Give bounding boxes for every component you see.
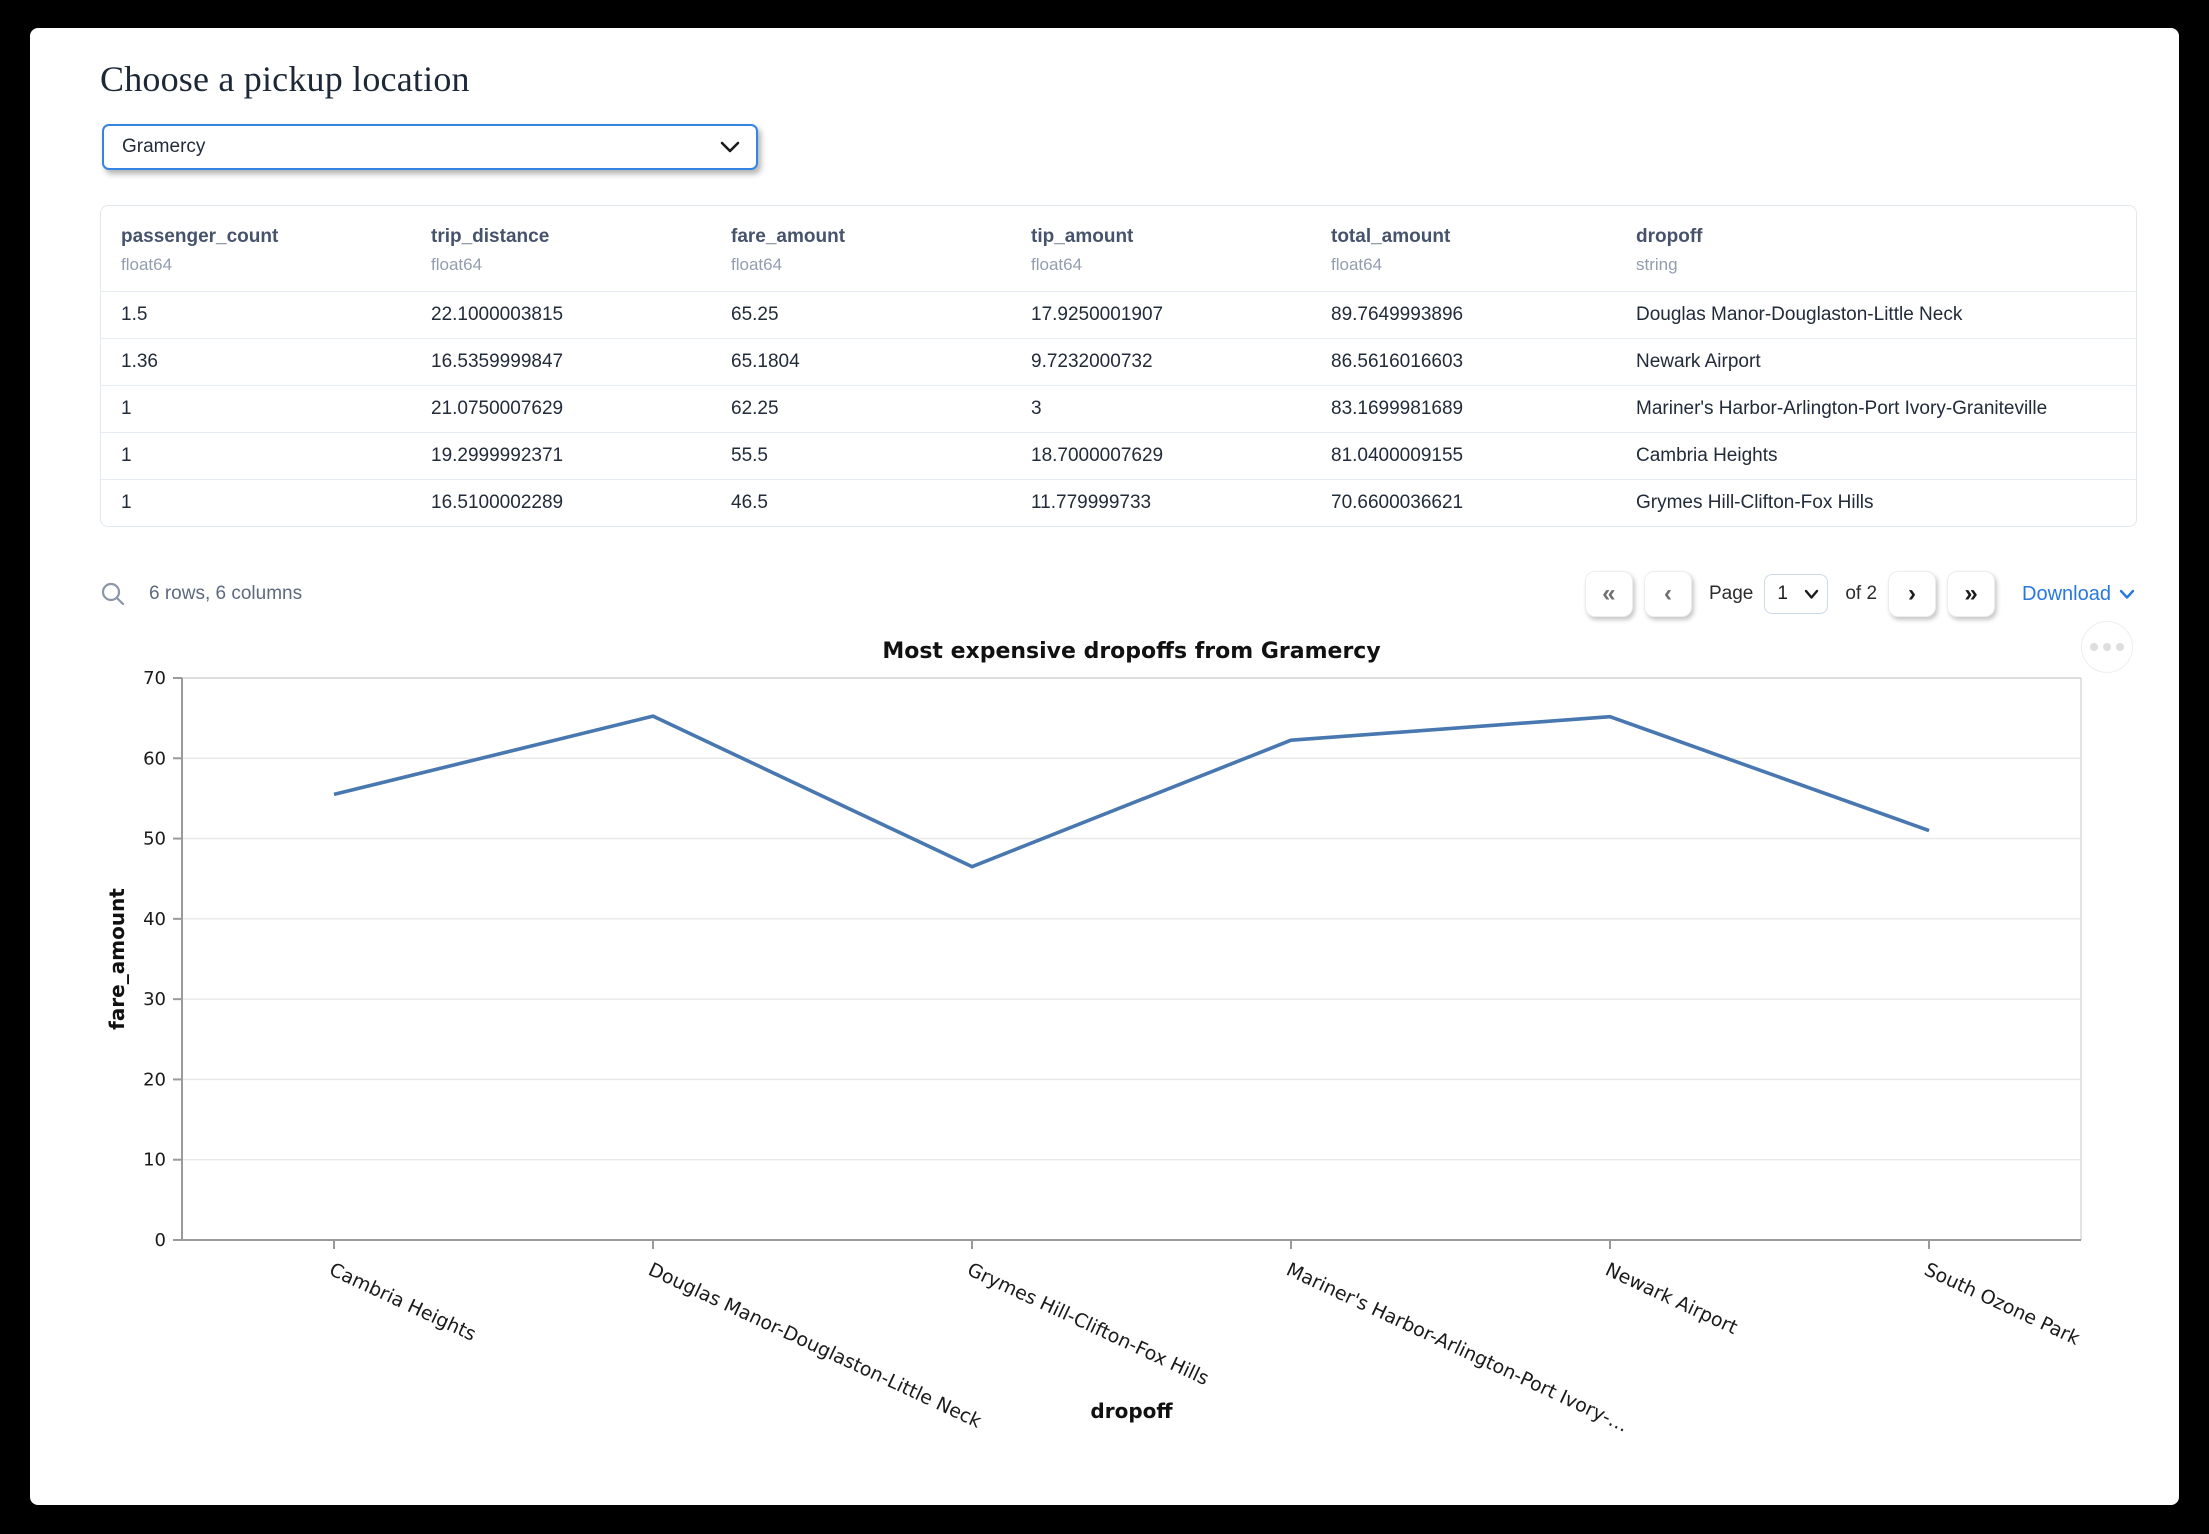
pickup-select-value: Gramercy bbox=[122, 136, 206, 157]
table-row: 1 19.2999992371 55.5 18.7000007629 81.040000… bbox=[101, 433, 2136, 480]
table-cell: 18.7000007629 bbox=[1031, 445, 1164, 466]
svg-text:0: 0 bbox=[155, 1230, 166, 1251]
column-header: fare_amount float64 bbox=[711, 226, 1011, 275]
table-cell: Cambria Heights bbox=[1636, 445, 1778, 466]
table-cell: 65.1804 bbox=[731, 351, 800, 372]
svg-text:fare_amount: fare_amount bbox=[105, 888, 129, 1030]
svg-text:Most expensive dropoffs from G: Most expensive dropoffs from Gramercy bbox=[882, 639, 1380, 664]
pagination: « ‹ Page 1 of 2 › » Download bbox=[1584, 571, 2135, 617]
table-cell: Douglas Manor-Douglaston-Little Neck bbox=[1636, 304, 1963, 325]
svg-text:dropoff: dropoff bbox=[1090, 1399, 1173, 1423]
table-cell: 55.5 bbox=[731, 445, 768, 466]
page-count-label: of 2 bbox=[1845, 583, 1878, 604]
svg-text:30: 30 bbox=[143, 989, 166, 1010]
chevron-down-icon bbox=[720, 140, 740, 154]
table-cell: 11.779999733 bbox=[1031, 492, 1152, 513]
svg-text:50: 50 bbox=[143, 829, 166, 850]
table-cell: Grymes Hill-Clifton-Fox Hills bbox=[1636, 492, 1874, 513]
page-number-select[interactable]: 1 bbox=[1764, 574, 1829, 614]
column-type: float64 bbox=[431, 255, 483, 274]
column-type: float64 bbox=[121, 255, 173, 274]
table-cell: 22.1000003815 bbox=[431, 304, 564, 325]
column-type: string bbox=[1636, 255, 1678, 274]
table-cell: 19.2999992371 bbox=[431, 445, 564, 466]
table-row: 1.5 22.1000003815 65.25 17.9250001907 89.764… bbox=[101, 292, 2136, 339]
last-page-button[interactable]: » bbox=[1947, 571, 1996, 617]
table-cell: Mariner's Harbor-Arlington-Port Ivory-Gr… bbox=[1636, 398, 2048, 419]
data-grid-footer: 6 rows, 6 columns « ‹ Page 1 of 2 › » Do… bbox=[100, 568, 2135, 620]
svg-text:60: 60 bbox=[143, 748, 166, 769]
prev-page-button[interactable]: ‹ bbox=[1643, 571, 1692, 617]
column-name: tip_amount bbox=[1031, 226, 1134, 247]
chevron-down-icon bbox=[1804, 589, 1819, 600]
ellipsis-icon bbox=[2090, 643, 2098, 651]
table-cell: 89.7649993896 bbox=[1331, 304, 1464, 325]
chevron-down-icon bbox=[2119, 589, 2135, 600]
table-cell: 16.5100002289 bbox=[431, 492, 564, 513]
page-title: Choose a pickup location bbox=[100, 59, 470, 99]
table-cell: 62.25 bbox=[731, 398, 779, 419]
svg-text:10: 10 bbox=[143, 1150, 166, 1171]
svg-text:Mariner's Harbor-Arlington-Por: Mariner's Harbor-Arlington-Port Ivory-… bbox=[1283, 1259, 1632, 1437]
table-cell: 86.5616016603 bbox=[1331, 351, 1464, 372]
svg-text:Cambria Heights: Cambria Heights bbox=[326, 1259, 479, 1346]
first-page-button[interactable]: « bbox=[1584, 571, 1633, 617]
table-cell: 1 bbox=[121, 492, 132, 513]
table-cell: 21.0750007629 bbox=[431, 398, 564, 419]
svg-text:South Ozone Park: South Ozone Park bbox=[1921, 1259, 2083, 1350]
table-cell: 65.25 bbox=[731, 304, 779, 325]
table-cell: 1.5 bbox=[121, 304, 148, 325]
column-header: passenger_count float64 bbox=[101, 226, 411, 275]
column-header: dropoff string bbox=[1616, 226, 2136, 275]
table-cell: 46.5 bbox=[731, 492, 768, 513]
app-page: Choose a pickup location Gramercy passen… bbox=[30, 28, 2179, 1505]
table-cell: 16.5359999847 bbox=[431, 351, 564, 372]
table-cell: Newark Airport bbox=[1636, 351, 1761, 372]
svg-text:40: 40 bbox=[143, 909, 166, 930]
column-header: trip_distance float64 bbox=[411, 226, 711, 275]
table-body: 1.5 22.1000003815 65.25 17.9250001907 89.764… bbox=[101, 292, 2136, 526]
table-cell: 9.7232000732 bbox=[1031, 351, 1153, 372]
chart-options-button[interactable] bbox=[2081, 621, 2133, 673]
column-name: trip_distance bbox=[431, 226, 550, 247]
table-cell: 1.36 bbox=[121, 351, 158, 372]
pickup-location-select[interactable]: Gramercy bbox=[102, 124, 758, 170]
svg-text:Douglas Manor-Douglaston-Littl: Douglas Manor-Douglaston-Little Neck bbox=[645, 1259, 985, 1433]
column-name: fare_amount bbox=[731, 226, 846, 247]
table-row: 1 16.5100002289 46.5 11.779999733 70.6600036… bbox=[101, 480, 2136, 526]
next-page-button[interactable]: › bbox=[1888, 571, 1937, 617]
svg-text:20: 20 bbox=[143, 1069, 166, 1090]
column-type: float64 bbox=[1331, 255, 1383, 274]
table-row: 1.36 16.5359999847 65.1804 9.7232000732 86.5… bbox=[101, 339, 2136, 386]
table-cell: 81.0400009155 bbox=[1331, 445, 1464, 466]
search-icon[interactable] bbox=[100, 581, 127, 608]
fare-line-chart: 0 10 20 30 40 50 60 70 Cambria Heights Douglas Ma… bbox=[105, 639, 2083, 1437]
download-menu[interactable]: Download bbox=[2022, 583, 2135, 606]
column-name: dropoff bbox=[1636, 226, 1703, 247]
table-cell: 17.9250001907 bbox=[1031, 304, 1164, 325]
page-label: Page bbox=[1708, 583, 1754, 604]
column-header: total_amount float64 bbox=[1311, 226, 1616, 275]
column-header: tip_amount float64 bbox=[1011, 226, 1311, 275]
table-cell: 1 bbox=[121, 445, 132, 466]
ellipsis-icon bbox=[2103, 643, 2111, 651]
table-cell: 1 bbox=[121, 398, 132, 419]
ellipsis-icon bbox=[2116, 643, 2124, 651]
table-cell: 70.6600036621 bbox=[1331, 492, 1464, 513]
column-type: float64 bbox=[731, 255, 783, 274]
table-row: 1 21.0750007629 62.25 3 83.1699981689 Mariner… bbox=[101, 386, 2136, 433]
svg-text:Grymes Hill-Clifton-Fox Hills: Grymes Hill-Clifton-Fox Hills bbox=[964, 1259, 1212, 1390]
table-cell: 83.1699981689 bbox=[1331, 398, 1464, 419]
grid-summary: 6 rows, 6 columns bbox=[149, 583, 303, 604]
download-label: Download bbox=[2022, 582, 2111, 605]
svg-text:Newark Airport: Newark Airport bbox=[1602, 1259, 1741, 1339]
table-cell: 3 bbox=[1031, 398, 1042, 419]
column-name: passenger_count bbox=[121, 226, 279, 247]
page-number-value: 1 bbox=[1777, 583, 1788, 604]
svg-text:70: 70 bbox=[143, 668, 166, 689]
column-type: float64 bbox=[1031, 255, 1083, 274]
column-name: total_amount bbox=[1331, 226, 1451, 247]
